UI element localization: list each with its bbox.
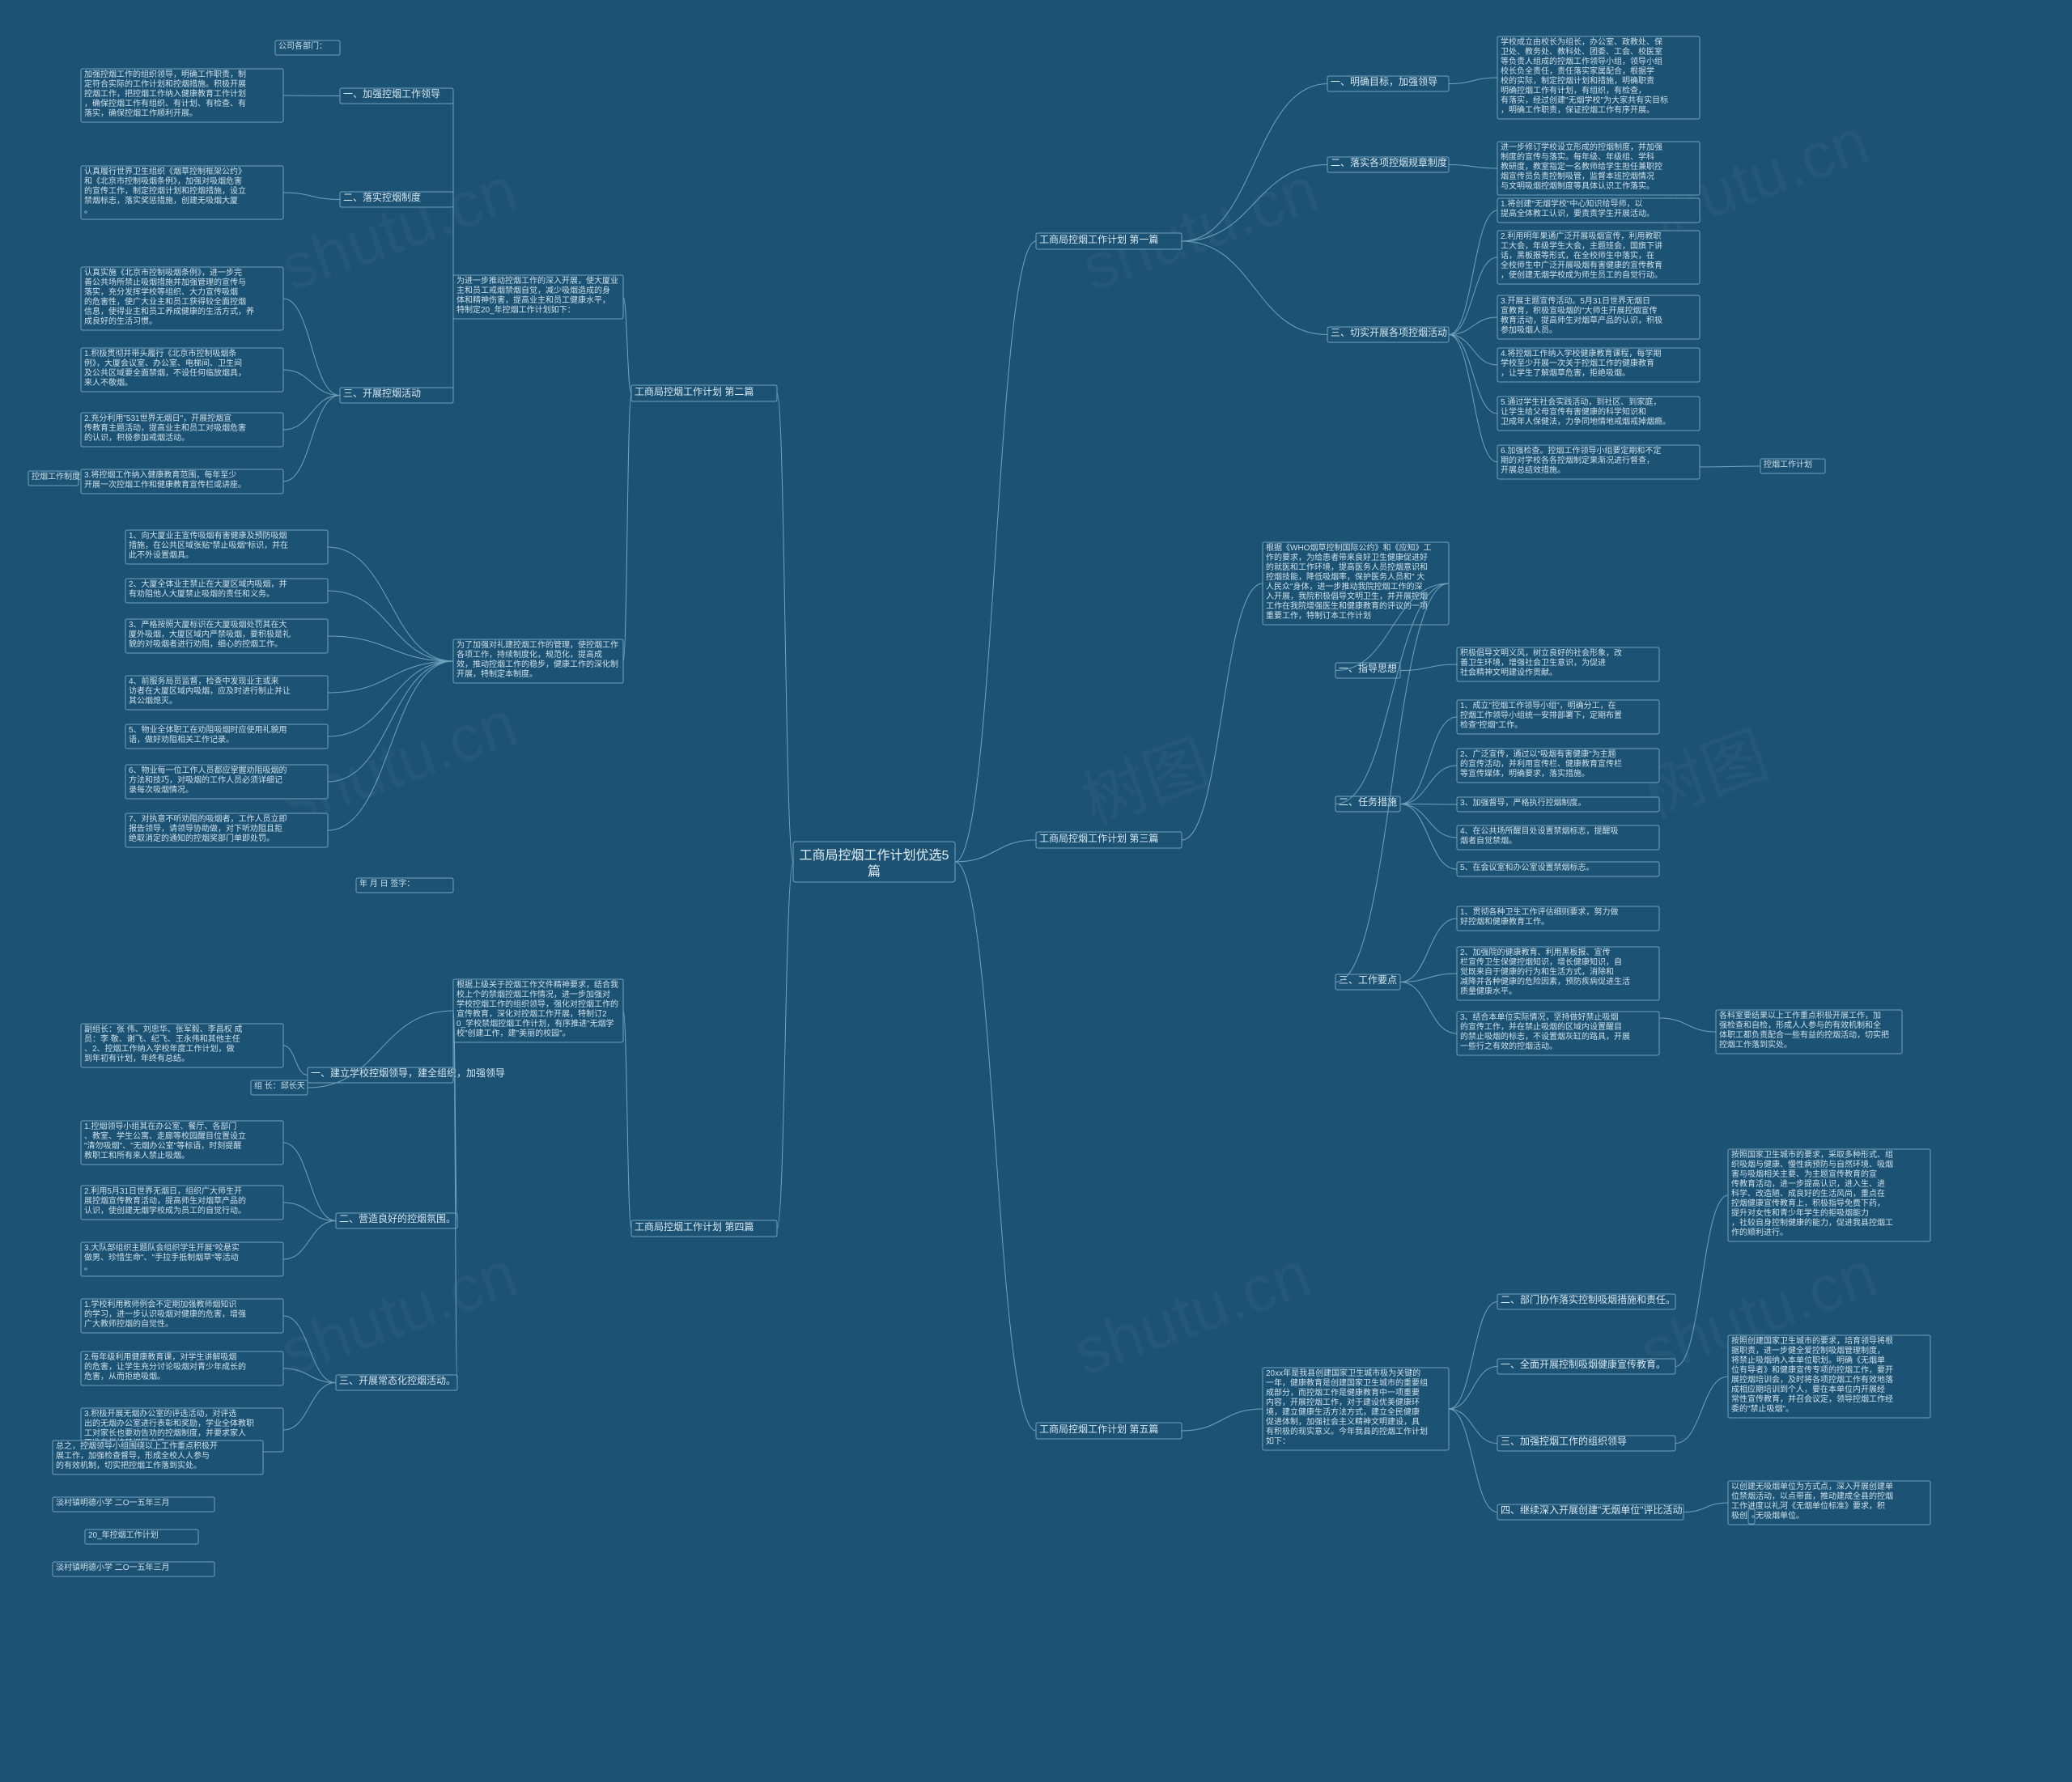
svg-text:shutu.cn: shutu.cn [1064,1237,1319,1389]
svg-text:年 月 日 签字：: 年 月 日 签字： [359,878,414,889]
svg-text:一、指导思想: 一、指导思想 [1339,662,1397,674]
svg-text:公司各部门：: 公司各部门： [278,40,327,51]
svg-text:三、切实开展各项控烟活动: 三、切实开展各项控烟活动 [1331,326,1447,338]
svg-text:一、建立学校控烟领导，建全组织，加强领导: 一、建立学校控烟领导，建全组织，加强领导 [311,1067,505,1079]
svg-text:一、明确目标，加强领导: 一、明确目标，加强领导 [1331,76,1437,87]
svg-text:三、开展常态化控烟活动。: 三、开展常态化控烟活动。 [339,1375,456,1386]
svg-text:树图: 树图 [1072,727,1219,838]
svg-text:20_年控烟工作计划: 20_年控烟工作计划 [88,1530,159,1540]
svg-text:按照创建国家卫生城市的要求，培育领导将根据职责，进一步健全爱: 按照创建国家卫生城市的要求，培育领导将根据职责，进一步健全爱控制吸烟管理制度，将… [1731,1335,1893,1414]
svg-text:shutu.cn: shutu.cn [1072,153,1327,304]
svg-text:7、对执意不听劝阻的吸烟者，工作人员立即报告领导，请领导协助: 7、对执意不听劝阻的吸烟者，工作人员立即报告领导，请领导协助做，对下听劝阻且拒绝… [129,813,287,843]
svg-text:按照国家卫生城市的要求，采取多种形式、组织吸烟与健康、慢性病: 按照国家卫生城市的要求，采取多种形式、组织吸烟与健康、慢性病预防与自然环境、吸烟… [1731,1149,1893,1237]
svg-text:2.利用明年果通广泛开展吸烟宣传，利用教职工大会，年级学生大: 2.利用明年果通广泛开展吸烟宣传，利用教职工大会，年级学生大会，主题班会，国旗下… [1501,231,1662,280]
svg-text:shutu.cn: shutu.cn [271,1237,526,1389]
svg-text:二、部门协作落实控制吸烟措施和责任。: 二、部门协作落实控制吸烟措施和责任。 [1501,1293,1675,1305]
svg-text:三、工作要点: 三、工作要点 [1339,974,1397,986]
svg-text:组 长：邱长天: 组 长：邱长天 [254,1080,305,1091]
svg-text:。: 。 [1751,1511,1760,1520]
svg-text:工商局控烟工作计划 第三篇: 工商局控烟工作计划 第三篇 [1039,832,1158,844]
svg-text:三、开展控烟活动: 三、开展控烟活动 [343,388,421,399]
svg-text:2.利用5月31日世界无烟日，组织广大师生开展控烟宣传教育活: 2.利用5月31日世界无烟日，组织广大师生开展控烟宣传教育活动，提高师生对烟草产… [84,1186,246,1216]
svg-text:工商局控烟工作计划 第二篇: 工商局控烟工作计划 第二篇 [635,385,754,397]
svg-text:三、加强控烟工作的组织领导: 三、加强控烟工作的组织领导 [1501,1435,1627,1447]
svg-text:控烟工作计划: 控烟工作计划 [1764,459,1812,469]
svg-text:根据《WHO烟草控制国际公约》和《应知》工作的要求，为给患者: 根据《WHO烟草控制国际公约》和《应知》工作的要求，为给患者带来良好卫生健康促进… [1266,542,1431,621]
svg-text:进一步修订学校设立形成的控烟制度，并加强制度的宣传与落实。每: 进一步修订学校设立形成的控烟制度，并加强制度的宣传与落实。每年级、年级组、学科教… [1501,142,1662,191]
svg-text:总之，控烟领导小组围绕以上工作重点积极开展工作，加强检查督导: 总之，控烟领导小组围绕以上工作重点积极开展工作，加强检查督导，形成全校人人参与的… [56,1440,218,1470]
svg-text:控烟工作制度: 控烟工作制度 [32,471,80,482]
svg-text:二、任务措施: 二、任务措施 [1339,796,1397,808]
svg-text:3、加强督导，严格执行控烟制度。: 3、加强督导，严格执行控烟制度。 [1460,797,1586,808]
mindmap-diagram: shutu.cnshutu.cnshutu.cnshutu.cn树图树图shut… [0,0,2072,1782]
svg-text:淡村镇明德小学 二O一五年三月: 淡村镇明德小学 二O一五年三月 [56,1497,170,1508]
svg-text:工商局控烟工作计划 第四篇: 工商局控烟工作计划 第四篇 [635,1220,754,1233]
svg-text:5.通过学生社会实践活动，到社区、到家庭，让学生给父母宣传有: 5.通过学生社会实践活动，到社区、到家庭，让学生给父母宣传有害健康的科学知识和卫… [1501,397,1671,426]
svg-text:5、在会议室和办公室设置禁烟标志。: 5、在会议室和办公室设置禁烟标志。 [1460,862,1594,872]
svg-text:淡村镇明德小学 二O一五年三月: 淡村镇明德小学 二O一五年三月 [56,1562,170,1572]
svg-text:1.将创建"无烟学校"中心知识给导师，以提高全体教工认识，要: 1.将创建"无烟学校"中心知识给导师，以提高全体教工认识，要责责学生开展活动。 [1501,198,1654,219]
svg-text:20xx年是我县创建国家卫生城市极为关键的一年，健康教育是创: 20xx年是我县创建国家卫生城市极为关键的一年，健康教育是创建国家卫生城市的重要… [1266,1368,1428,1446]
svg-text:3.将控烟工作纳入健康教育范围，每年至少开展一次控烟工作和健: 3.将控烟工作纳入健康教育范围，每年至少开展一次控烟工作和健康教育宣传栏或讲座。 [84,469,246,490]
svg-text:一、加强控烟工作领导: 一、加强控烟工作领导 [343,88,440,100]
svg-text:二、营造良好的控烟氛围。: 二、营造良好的控烟氛围。 [339,1212,456,1224]
svg-text:2、大厦全体业主禁止在大厦区域内吸烟，并有劝阻他人大厦禁止吸: 2、大厦全体业主禁止在大厦区域内吸烟，并有劝阻他人大厦禁止吸烟的责任和义务。 [129,579,287,599]
svg-text:四、继续深入开展创建"无烟单位"评比活动: 四、继续深入开展创建"无烟单位"评比活动 [1501,1504,1683,1516]
svg-text:学校成立由校长为组长，办公室、政教处、保卫处、教务处、教科处: 学校成立由校长为组长，办公室、政教处、保卫处、教务处、教科处、团委、工会、校医室… [1501,36,1668,115]
svg-text:工商局控烟工作计划 第一篇: 工商局控烟工作计划 第一篇 [1039,233,1158,245]
svg-text:二、落实控烟制度: 二、落实控烟制度 [343,191,421,203]
svg-text:3、严格按照大厦标识在大厦吸烟处罚其在大厦外吸烟，大厦区域内: 3、严格按照大厦标识在大厦吸烟处罚其在大厦外吸烟，大厦区域内严禁吸烟，要积极是礼… [129,619,291,649]
svg-text:工商局控烟工作计划 第五篇: 工商局控烟工作计划 第五篇 [1039,1423,1158,1435]
svg-text:二、落实各项控烟规章制度: 二、落实各项控烟规章制度 [1331,156,1447,168]
svg-text:一、全面开展控制吸烟健康宣传教育。: 一、全面开展控制吸烟健康宣传教育。 [1501,1358,1666,1370]
